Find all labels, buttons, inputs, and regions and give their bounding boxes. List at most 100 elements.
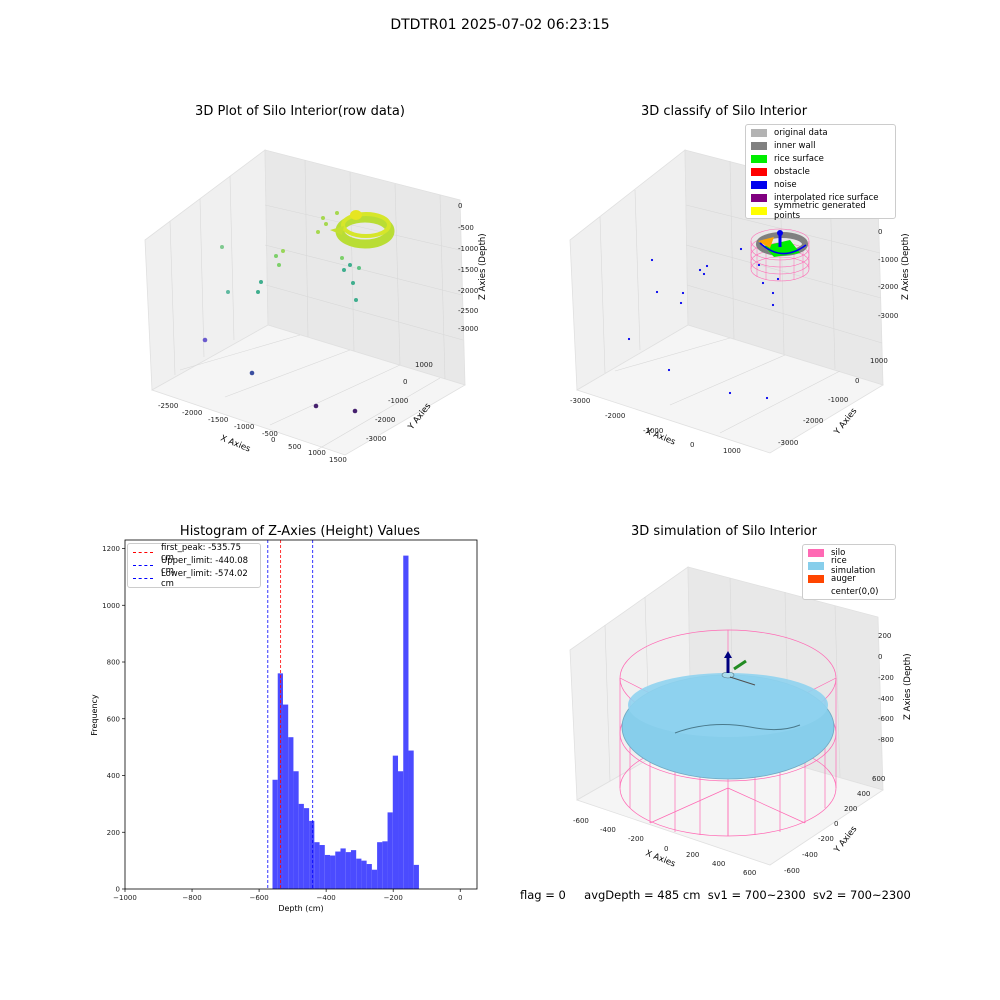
- svg-text:-400: -400: [600, 826, 616, 834]
- svg-text:-3000: -3000: [570, 397, 590, 405]
- svg-text:-500: -500: [262, 430, 278, 438]
- histogram-bar: [303, 808, 310, 889]
- svg-text:X Axies: X Axies: [219, 434, 252, 455]
- histogram-bar: [298, 803, 304, 889]
- histogram-bar: [272, 779, 278, 889]
- histogram-chart[interactable]: −1000 −800 −600 −400 −200 0 0 200 400 600 800 1000…: [85, 535, 485, 920]
- simulation-3d-plot[interactable]: -600 -400 -200 0 200 400 600 600 400 200…: [560, 555, 920, 885]
- svg-text:-1000: -1000: [828, 396, 848, 404]
- classify-3d-plot[interactable]: -3000 -2000 -1000 0 1000 1000 0 -1000 -2…: [560, 135, 920, 470]
- svg-text:1500: 1500: [329, 456, 347, 464]
- histogram-bar: [309, 820, 315, 889]
- status-sv2: sv2 = 700~2300: [812, 888, 911, 902]
- svg-text:0: 0: [664, 845, 668, 853]
- histogram-bar: [403, 555, 409, 889]
- classify-plot-title: 3D classify of Silo Interior: [640, 104, 808, 119]
- histogram-xtick-label: −400: [317, 894, 336, 902]
- legend-swatch: [751, 180, 767, 189]
- svg-text:0: 0: [878, 653, 882, 661]
- histogram-bar: [382, 841, 388, 889]
- histogram-bar: [398, 771, 404, 889]
- histogram-bar: [361, 860, 367, 889]
- svg-text:-400: -400: [802, 851, 818, 859]
- histogram-bar: [377, 842, 383, 889]
- histogram-bar: [324, 854, 331, 889]
- svg-text:0: 0: [271, 436, 275, 444]
- histogram-xlabel: Depth (cm): [278, 904, 323, 913]
- histogram-bar: [319, 845, 325, 889]
- raw-plot-title: 3D Plot of Silo Interior(row data): [195, 104, 405, 119]
- histogram-title: Histogram of Z-Axies (Height) Values: [179, 524, 421, 539]
- histogram-ytick-label: 200: [107, 829, 120, 837]
- legend-swatch: [808, 561, 824, 570]
- histogram-bar: [293, 771, 299, 889]
- raw-points: [202, 211, 361, 414]
- svg-text:-200: -200: [878, 674, 894, 682]
- svg-text:-2500: -2500: [458, 307, 478, 315]
- svg-text:-600: -600: [573, 817, 589, 825]
- svg-text:0: 0: [878, 228, 882, 236]
- histogram-frame: [124, 539, 478, 890]
- svg-text:-2500: -2500: [158, 402, 178, 410]
- svg-text:Z Axies (Depth): Z Axies (Depth): [903, 653, 913, 720]
- histogram-bar: [345, 852, 351, 889]
- histogram-xtick-label: −600: [249, 894, 268, 902]
- svg-text:1000: 1000: [308, 449, 326, 457]
- svg-text:-600: -600: [878, 715, 894, 723]
- svg-text:-1500: -1500: [208, 416, 228, 424]
- status-flag: flag = 0: [520, 888, 566, 902]
- svg-text:-400: -400: [878, 695, 894, 703]
- simulation-auger: [724, 651, 756, 686]
- histogram-bar: [330, 855, 336, 889]
- simulation-rice-surface: [621, 671, 835, 780]
- histogram-bar: [335, 851, 341, 889]
- histogram-xtick-label: −800: [182, 894, 201, 902]
- classify-noise-points: [627, 247, 780, 400]
- svg-text:-1000: -1000: [388, 397, 408, 405]
- histogram-bar: [356, 858, 362, 889]
- histogram-bar: [371, 869, 378, 889]
- svg-text:-1000: -1000: [643, 427, 663, 435]
- raw-3d-plot[interactable]: -2500 -2000 -1500 -1000 -500 0 500 1000 …: [130, 135, 490, 470]
- histogram-bar: [288, 737, 294, 889]
- histogram-ytick-label: 0: [116, 886, 120, 894]
- svg-text:-3000: -3000: [366, 435, 386, 443]
- svg-text:-200: -200: [818, 835, 834, 843]
- svg-text:-3000: -3000: [778, 439, 798, 447]
- svg-text:-2000: -2000: [803, 417, 823, 425]
- classify-silo-cylinder: [750, 228, 810, 282]
- svg-text:Z Axies (Depth): Z Axies (Depth): [901, 233, 911, 300]
- legend-swatch: [808, 588, 824, 596]
- histogram-bar: [282, 704, 289, 889]
- status-line: flag = 0 avgDepth = 485 cm sv1 = 700~230…: [520, 888, 911, 902]
- legend-swatch: [808, 548, 824, 557]
- svg-text:0: 0: [403, 378, 407, 386]
- svg-text:-2000: -2000: [458, 287, 478, 295]
- raw-dense-ring: [330, 210, 395, 249]
- svg-text:0: 0: [458, 202, 462, 210]
- svg-text:200: 200: [844, 805, 857, 813]
- svg-text:1000: 1000: [415, 361, 433, 369]
- histogram-bar: [387, 812, 393, 889]
- histogram-bar: [392, 755, 399, 889]
- legend-swatch: [808, 574, 824, 583]
- histogram-bar: [413, 864, 419, 889]
- svg-text:-500: -500: [458, 224, 474, 232]
- svg-text:-1000: -1000: [458, 245, 478, 253]
- svg-text:1000: 1000: [870, 357, 888, 365]
- svg-text:-3000: -3000: [878, 312, 898, 320]
- histogram-legend: first_peak: -535.75 cm Upper_limit: -440…: [127, 543, 261, 589]
- svg-text:-1500: -1500: [458, 266, 478, 274]
- legend-swatch: [751, 167, 767, 176]
- histogram-bars: [272, 555, 419, 889]
- svg-text:Y Axies: Y Axies: [832, 824, 860, 856]
- legend-swatch: [751, 128, 767, 137]
- histogram-bar: [408, 750, 414, 889]
- histogram-ytick-label: 1200: [102, 545, 120, 553]
- figure-title: DTDTR01 2025-07-02 06:23:15: [390, 17, 610, 33]
- legend-swatch: [751, 193, 767, 202]
- status-avg-depth: avgDepth = 485 cm: [584, 888, 701, 902]
- svg-text:400: 400: [712, 860, 725, 868]
- svg-text:-200: -200: [628, 835, 644, 843]
- histogram-bar: [314, 842, 320, 889]
